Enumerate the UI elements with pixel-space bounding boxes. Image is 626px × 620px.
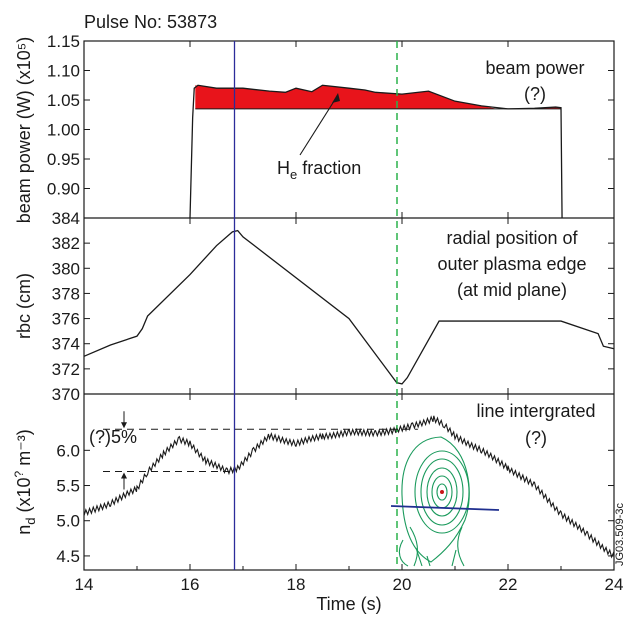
y-tick-label: 382 — [52, 234, 80, 253]
magnetic-axis-dot — [440, 490, 444, 494]
x-tick-label: 20 — [393, 575, 412, 594]
rbc-ylabel: rbc (cm) — [14, 273, 34, 339]
x-tick-label: 18 — [287, 575, 306, 594]
tick-labels: 14 16 18 20 22 24 0.90 0.95 1.00 1.05 1.10 1.15 370 3… — [47, 32, 624, 594]
y-tick-label: 376 — [52, 310, 80, 329]
beam-power-panel — [189, 84, 563, 219]
line-integrated-label: line intergrated — [476, 401, 595, 421]
y-tick-label: 1.10 — [47, 62, 80, 81]
nd-ylabel: nd (x10? m⁻³) — [12, 429, 38, 534]
y-tick-label: 5.0 — [56, 512, 80, 531]
rbc-panel — [83, 229, 615, 385]
y-tick-label: 1.05 — [47, 91, 80, 110]
y-tick-label: 0.95 — [47, 150, 80, 169]
y-tick-label: 384 — [52, 209, 80, 228]
low-reference-arrowhead — [121, 472, 127, 479]
he-fraction-label: He fraction — [277, 158, 361, 182]
y-tick-label: 370 — [52, 385, 80, 404]
rbc-trace — [83, 229, 615, 385]
plot-frame — [83, 40, 615, 571]
percent-change-label: (?)5% — [89, 427, 137, 447]
beam-power-legend-note: (?) — [524, 84, 546, 104]
los-chord — [390, 505, 500, 511]
beam-power-trace — [189, 84, 563, 219]
axis-ticks — [83, 40, 615, 570]
beam-power-legend: beam power — [485, 58, 584, 78]
y-tick-label: 4.5 — [56, 547, 80, 566]
he-fraction-pointer — [299, 97, 337, 156]
line-integrated-note: (?) — [525, 428, 547, 448]
y-tick-label: 1.15 — [47, 32, 80, 51]
pulse-label: Pulse No: 53873 — [84, 12, 217, 32]
high-reference-arrowhead — [121, 422, 127, 429]
y-tick-label: 1.00 — [47, 121, 80, 140]
he-fraction-area — [195, 85, 562, 109]
x-tick-label: 22 — [499, 575, 518, 594]
reference-lines — [103, 411, 418, 490]
he-fraction-arrowhead — [332, 93, 340, 103]
figure-id: JG03.509-3c — [614, 503, 626, 566]
x-axis-label: Time (s) — [316, 594, 381, 614]
beam-power-ylabel: beam power (W) (x10⁵) — [14, 37, 34, 224]
x-tick-label: 14 — [75, 575, 94, 594]
y-tick-label: 6.0 — [56, 441, 80, 460]
y-tick-label: 372 — [52, 360, 80, 379]
radial-position-line2: outer plasma edge — [437, 254, 586, 274]
y-tick-label: 380 — [52, 259, 80, 278]
x-tick-label: 24 — [605, 575, 624, 594]
flux-surface-inset — [398, 436, 470, 567]
y-tick-label: 0.90 — [47, 180, 80, 199]
y-tick-label: 5.5 — [56, 477, 80, 496]
radial-position-line1: radial position of — [446, 228, 578, 248]
x-tick-label: 16 — [181, 575, 200, 594]
y-tick-label: 378 — [52, 284, 80, 303]
y-tick-label: 374 — [52, 335, 80, 354]
radial-position-line3: (at mid plane) — [457, 280, 567, 300]
